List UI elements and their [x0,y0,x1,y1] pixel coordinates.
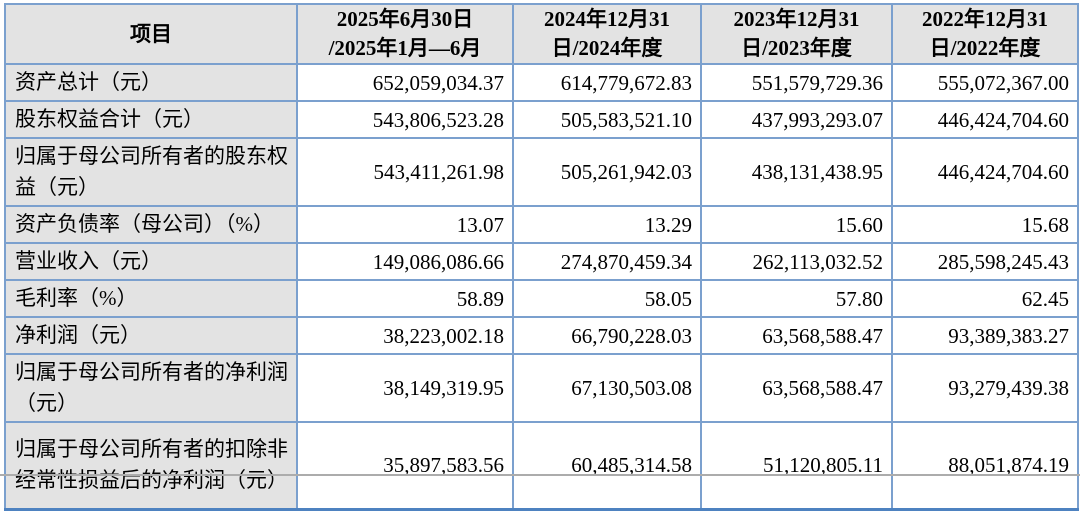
value-cell: 505,583,521.10 [512,100,702,139]
value-cell: 51,120,805.11 [700,421,893,510]
table-row: 资产负债率（母公司）（%） 13.07 13.29 15.60 15.68 [4,205,1079,244]
value-cell: 652,059,034.37 [296,63,514,102]
row-label: 归属于母公司所有者的股东权益（元） [4,137,298,207]
value-cell: 446,424,704.60 [891,137,1079,207]
value-cell: 551,579,729.36 [700,63,893,102]
value-cell: 67,130,503.08 [512,353,702,423]
value-cell: 614,779,672.83 [512,63,702,102]
value-cell: 60,485,314.58 [512,421,702,510]
value-cell: 93,389,383.27 [891,316,1079,355]
row-label: 资产总计（元） [4,63,298,102]
value-cell: 93,279,439.38 [891,353,1079,423]
value-cell: 57.80 [700,279,893,318]
table-row: 归属于母公司所有者的净利润（元） 38,149,319.95 67,130,50… [4,353,1079,423]
row-label: 归属于母公司所有者的扣除非经常性损益后的净利润（元） [4,421,298,510]
value-cell: 58.89 [296,279,514,318]
table-row: 毛利率（%） 58.89 58.05 57.80 62.45 [4,279,1079,318]
value-cell: 13.29 [512,205,702,244]
value-cell: 543,806,523.28 [296,100,514,139]
value-cell: 58.05 [512,279,702,318]
table-row: 资产总计（元） 652,059,034.37 614,779,672.83 55… [4,63,1079,102]
value-cell: 66,790,228.03 [512,316,702,355]
header-item: 项目 [4,3,298,65]
row-label: 毛利率（%） [4,279,298,318]
value-cell: 555,072,367.00 [891,63,1079,102]
value-cell: 88,051,874.19 [891,421,1079,510]
value-cell: 63,568,588.47 [700,316,893,355]
financial-summary-table: 项目 2025年6月30日 /2025年1月—6月 2024年12月31 日/2… [4,3,1079,511]
table-header-row: 项目 2025年6月30日 /2025年1月—6月 2024年12月31 日/2… [4,3,1079,65]
value-cell: 274,870,459.34 [512,242,702,281]
value-cell: 446,424,704.60 [891,100,1079,139]
header-period-2022: 2022年12月31 日/2022年度 [891,3,1079,65]
value-cell: 15.60 [700,205,893,244]
value-cell: 35,897,583.56 [296,421,514,510]
value-cell: 63,568,588.47 [700,353,893,423]
value-cell: 62.45 [891,279,1079,318]
value-cell: 13.07 [296,205,514,244]
table-row: 归属于母公司所有者的扣除非经常性损益后的净利润（元） 35,897,583.56… [4,421,1079,510]
value-cell: 262,113,032.52 [700,242,893,281]
value-cell: 149,086,086.66 [296,242,514,281]
row-label: 资产负债率（母公司）（%） [4,205,298,244]
value-cell: 285,598,245.43 [891,242,1079,281]
row-label: 营业收入（元） [4,242,298,281]
page-edge-line [0,474,1080,476]
row-label: 股东权益合计（元） [4,100,298,139]
value-cell: 15.68 [891,205,1079,244]
table-row: 营业收入（元） 149,086,086.66 274,870,459.34 26… [4,242,1079,281]
value-cell: 543,411,261.98 [296,137,514,207]
header-period-2023: 2023年12月31 日/2023年度 [700,3,893,65]
value-cell: 437,993,293.07 [700,100,893,139]
header-period-2024: 2024年12月31 日/2024年度 [512,3,702,65]
table-row: 净利润（元） 38,223,002.18 66,790,228.03 63,56… [4,316,1079,355]
value-cell: 38,223,002.18 [296,316,514,355]
row-label: 归属于母公司所有者的净利润（元） [4,353,298,423]
value-cell: 38,149,319.95 [296,353,514,423]
value-cell: 438,131,438.95 [700,137,893,207]
table-row: 股东权益合计（元） 543,806,523.28 505,583,521.10 … [4,100,1079,139]
value-cell: 505,261,942.03 [512,137,702,207]
header-period-2025: 2025年6月30日 /2025年1月—6月 [296,3,514,65]
table-row: 归属于母公司所有者的股东权益（元） 543,411,261.98 505,261… [4,137,1079,207]
row-label: 净利润（元） [4,316,298,355]
